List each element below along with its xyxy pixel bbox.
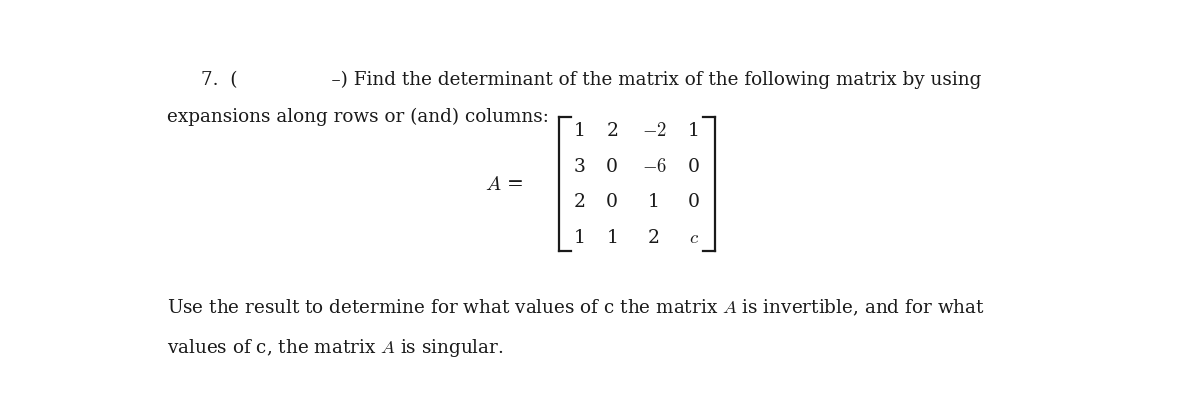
Text: 1: 1 <box>606 229 618 247</box>
Text: 3: 3 <box>574 158 586 176</box>
Text: $A$ =: $A$ = <box>485 175 523 194</box>
Text: 7.  (                –) Find the determinant of the matrix of the following matr: 7. ( –) Find the determinant of the matr… <box>202 70 982 88</box>
Text: 1: 1 <box>574 122 586 140</box>
Text: Use the result to determine for what values of c the matrix $A$ is invertible, a: Use the result to determine for what val… <box>167 297 984 318</box>
Text: 1: 1 <box>574 229 586 247</box>
Text: $-2$: $-2$ <box>642 122 666 140</box>
Text: 0: 0 <box>688 194 700 211</box>
Text: 1: 1 <box>648 194 660 211</box>
Text: 1: 1 <box>688 122 700 140</box>
Text: 2: 2 <box>606 122 618 140</box>
Text: 2: 2 <box>648 229 660 247</box>
Text: values of c, the matrix $A$ is singular.: values of c, the matrix $A$ is singular. <box>167 337 504 359</box>
Text: $c$: $c$ <box>689 229 700 247</box>
Text: $-6$: $-6$ <box>642 158 666 176</box>
Text: 2: 2 <box>574 194 586 211</box>
Text: 0: 0 <box>606 158 618 176</box>
Text: 0: 0 <box>606 194 618 211</box>
Text: 0: 0 <box>688 158 700 176</box>
Text: expansions along rows or (and) columns:: expansions along rows or (and) columns: <box>167 107 548 126</box>
